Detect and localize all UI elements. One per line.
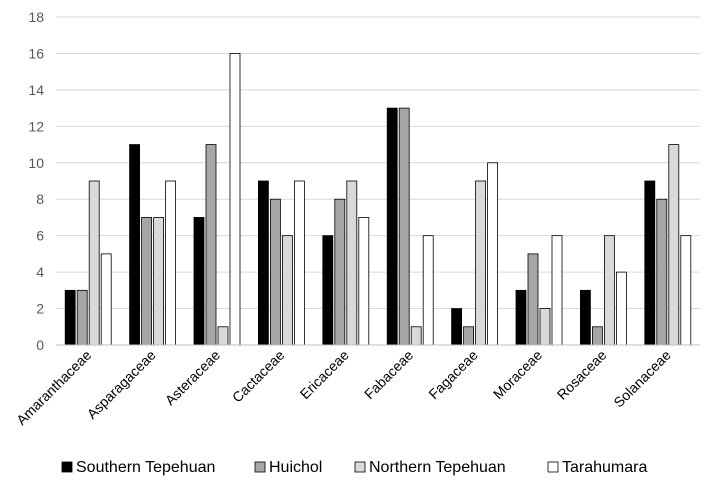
bar: [334, 198, 346, 346]
legend: Southern Tepehuan Huichol Northern Tepehua…: [61, 459, 647, 476]
bar: [539, 308, 551, 346]
y-tick-label: 12: [28, 118, 44, 134]
bar: [293, 180, 305, 346]
y-tick-label: 0: [36, 337, 44, 353]
x-category-label: Ericaceae: [297, 347, 352, 402]
y-axis-ticks: 0 2 4 6 8 10 12 14 16 18: [28, 9, 44, 353]
y-tick-label: 14: [28, 82, 44, 98]
gridlines: [56, 16, 700, 310]
y-tick-label: 8: [36, 191, 44, 207]
bar: [451, 308, 463, 346]
bar: [463, 326, 475, 346]
x-category-label: Fabaceae: [361, 347, 416, 402]
legend-label: Huichol: [269, 459, 322, 476]
legend-label: Northern Tepehuan: [369, 459, 506, 476]
legend-label: Southern Tepehuan: [76, 459, 215, 476]
bar: [527, 253, 539, 346]
bar: [644, 180, 656, 346]
bar: [680, 235, 692, 346]
bar: [129, 144, 141, 346]
x-category-label: Asteraceae: [162, 347, 224, 409]
y-tick-label: 10: [28, 155, 44, 171]
y-tick-label: 6: [36, 228, 44, 244]
x-category-label: Asparagaceae: [84, 347, 159, 422]
bar: [100, 253, 112, 346]
bar: [668, 144, 680, 346]
bar: [386, 107, 398, 346]
x-category-label: Moraceae: [490, 347, 545, 402]
bar: [398, 107, 410, 346]
y-tick-label: 18: [28, 9, 44, 25]
bar: [604, 235, 615, 346]
legend-swatch: [61, 461, 73, 473]
y-tick-label: 2: [36, 301, 44, 317]
y-tick-label: 4: [36, 264, 44, 280]
bar: [592, 326, 603, 346]
bar: [551, 235, 563, 346]
bar: [322, 235, 334, 346]
legend-swatch: [354, 461, 366, 473]
legend-label: Tarahumara: [562, 459, 647, 476]
series-tarahumara: [100, 53, 692, 346]
bar: [410, 326, 422, 346]
bar: [217, 326, 229, 346]
x-category-label: Amaranthaceae: [13, 347, 94, 428]
bar: [193, 217, 205, 346]
legend-item: Huichol: [254, 459, 322, 476]
bar: [88, 180, 100, 346]
bars: [64, 53, 692, 346]
legend-swatch: [254, 461, 266, 473]
bar: [580, 289, 591, 346]
bar: [281, 235, 293, 346]
bar: [269, 198, 281, 346]
bar: [515, 289, 527, 346]
bar: [76, 289, 88, 346]
bar: [153, 217, 165, 346]
bar: [346, 180, 358, 346]
bar: [141, 217, 153, 346]
bar: [229, 53, 241, 346]
bar: [165, 180, 177, 346]
bar: [475, 180, 487, 346]
bar: [205, 144, 217, 346]
x-category-label: Cactaceae: [229, 347, 288, 406]
legend-item: Tarahumara: [547, 459, 647, 476]
x-category-label: Rosaceae: [554, 347, 610, 403]
bar: [358, 217, 370, 346]
legend-item: Northern Tepehuan: [354, 459, 506, 476]
legend-item: Southern Tepehuan: [61, 459, 215, 476]
bar: [487, 162, 499, 346]
legend-swatch: [547, 461, 559, 473]
bar: [656, 198, 668, 346]
bar: [64, 289, 76, 346]
x-category-label: Solanaceae: [610, 347, 674, 411]
bar: [422, 235, 434, 346]
bar: [616, 271, 627, 346]
y-tick-label: 16: [28, 45, 44, 61]
x-category-label: Fagaceae: [425, 347, 480, 402]
bar: [257, 180, 269, 346]
